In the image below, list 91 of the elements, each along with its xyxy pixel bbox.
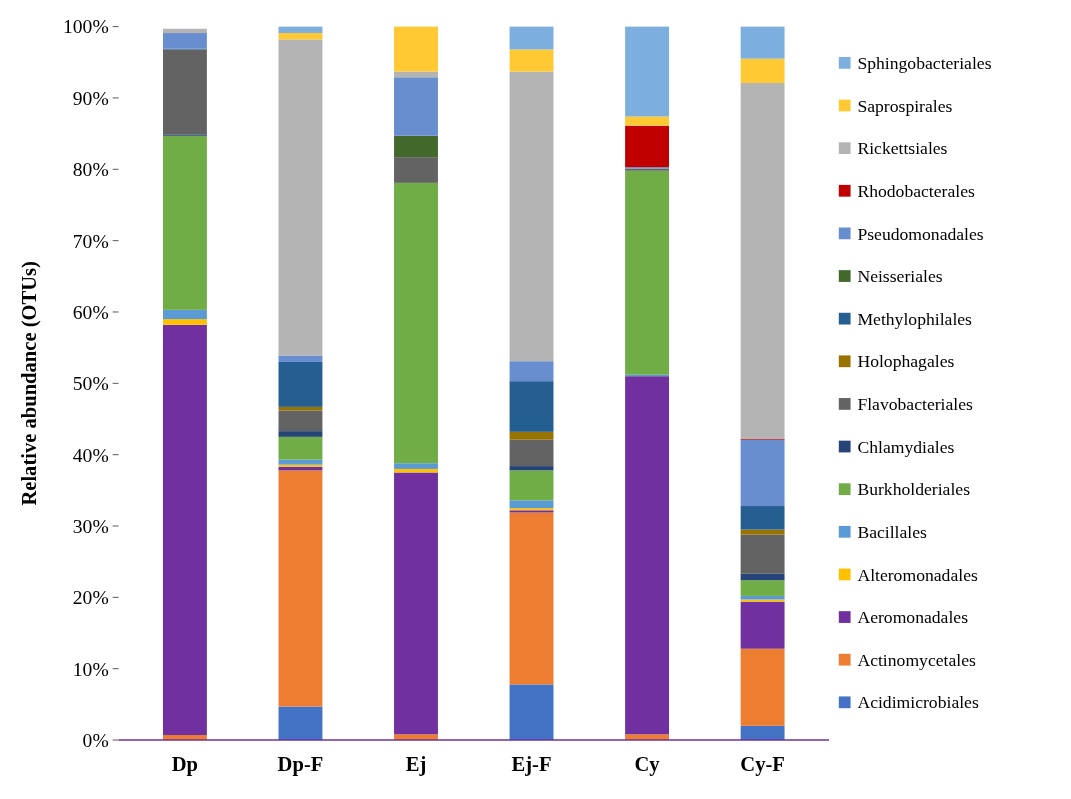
bar (278, 39, 323, 356)
bar (278, 410, 323, 432)
bar (509, 470, 554, 501)
bar (509, 49, 554, 72)
bar (509, 466, 554, 471)
bar (509, 512, 554, 685)
y-tick-label: 100% (63, 16, 109, 38)
bar (394, 77, 438, 136)
bar (278, 26, 323, 34)
bar (278, 431, 323, 437)
legend-label: Bacillales (857, 521, 928, 542)
y-tick-label: 70% (72, 230, 109, 252)
bar (394, 463, 438, 469)
bar (162, 309, 207, 320)
y-axis-title: Relative abundance (OTUs) (18, 261, 42, 506)
x-tick-label: Cy (634, 753, 661, 777)
bar (740, 506, 785, 530)
bar (509, 684, 554, 741)
bar (278, 33, 323, 40)
bar (278, 706, 323, 741)
bar (740, 529, 785, 535)
bar (394, 157, 438, 183)
bar (394, 26, 438, 72)
legend-label: Aeromonadales (857, 607, 969, 628)
legend-label: Rhodobacterales (857, 180, 976, 201)
bar (740, 573, 785, 581)
legend-label: Pseudomonadales (857, 223, 984, 244)
y-tick-label: 40% (72, 444, 109, 466)
legend-label: Sphingobacteriales (857, 53, 992, 74)
bar (509, 26, 554, 50)
bar (625, 26, 670, 117)
bar (740, 58, 785, 83)
x-tick-label: Ej-F (511, 753, 552, 777)
bar (162, 135, 207, 310)
legend-label: Holophagales (857, 351, 955, 372)
x-tick-label: Dp (171, 753, 199, 777)
legend-label: Burkholderiales (857, 479, 971, 500)
y-tick-label: 80% (72, 159, 109, 181)
bar (740, 534, 785, 574)
bar (625, 116, 670, 126)
bar (625, 376, 670, 735)
y-tick-label: 60% (72, 301, 109, 323)
legend-label: Methylophilales (857, 308, 973, 329)
bar (509, 431, 554, 440)
bar (394, 472, 438, 735)
legend-label: Alteromonadales (857, 564, 978, 585)
bar (278, 459, 323, 465)
bar (740, 26, 785, 59)
bar (509, 71, 554, 362)
bar (394, 468, 438, 473)
bar (162, 324, 207, 736)
x-tick-label: Cy-F (740, 753, 785, 777)
bar (278, 361, 323, 407)
bar (394, 182, 438, 464)
bar (278, 470, 323, 707)
bar (740, 725, 785, 741)
legend-label: Actinomycetales (857, 649, 976, 670)
x-tick-label: Dp-F (277, 753, 324, 777)
bar (740, 580, 785, 596)
bar (740, 599, 785, 602)
bar (509, 381, 554, 432)
bar (162, 33, 207, 49)
bar (509, 500, 554, 509)
bar (625, 125, 670, 168)
bar (278, 464, 323, 467)
bar (740, 82, 785, 439)
bar (162, 28, 207, 34)
bar (740, 601, 785, 649)
bar (278, 436, 323, 460)
bar (394, 135, 438, 158)
bar (740, 648, 785, 726)
y-tick-label: 30% (72, 515, 109, 537)
bar (740, 439, 785, 507)
bar (162, 49, 207, 135)
bar (509, 361, 554, 382)
legend-label: Flavobacteriales (857, 394, 974, 415)
bar (509, 439, 554, 467)
legend-label: Acidimicrobiales (857, 692, 979, 713)
legend-label: Neisseriales (857, 266, 943, 287)
y-tick-label: 90% (72, 87, 109, 109)
bar (162, 319, 207, 325)
bar (625, 170, 670, 375)
legend-label: Rickettsiales (857, 138, 948, 159)
y-tick-label: 10% (72, 658, 109, 680)
y-tick-label: 50% (72, 373, 109, 395)
y-tick-label: 20% (72, 587, 109, 609)
y-tick-label: 0% (82, 729, 109, 751)
legend-label: Chlamydiales (857, 436, 955, 457)
legend-label: Saprospirales (857, 95, 953, 116)
x-tick-label: Ej (405, 753, 427, 777)
bar (278, 355, 323, 362)
